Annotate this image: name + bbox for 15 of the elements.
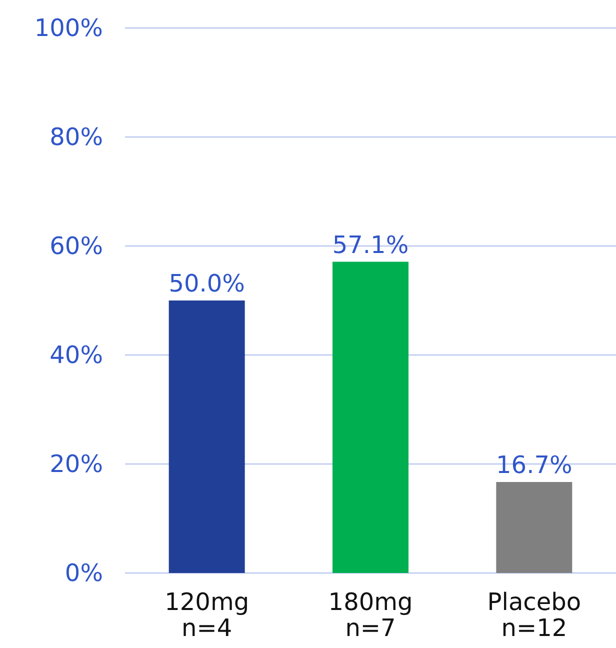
- y-tick-label: 80%: [50, 123, 103, 151]
- bar: [168, 300, 245, 573]
- data-label: 50.0%: [168, 270, 245, 298]
- bar: [332, 262, 408, 573]
- y-tick-label: 100%: [34, 14, 103, 42]
- x-tick-label: Placebo n=12: [487, 588, 582, 642]
- y-tick-label: 20%: [50, 450, 103, 478]
- x-tick-label: 120mg n=4: [164, 588, 250, 642]
- data-label: 16.7%: [496, 450, 572, 479]
- x-tick-label: 180mg n=7: [328, 588, 413, 642]
- y-tick-label: 60%: [50, 232, 103, 260]
- data-label: 57.1%: [332, 230, 409, 259]
- y-tick-label: 0%: [64, 559, 103, 587]
- y-tick-label: 40%: [50, 341, 103, 369]
- bar: [496, 482, 572, 573]
